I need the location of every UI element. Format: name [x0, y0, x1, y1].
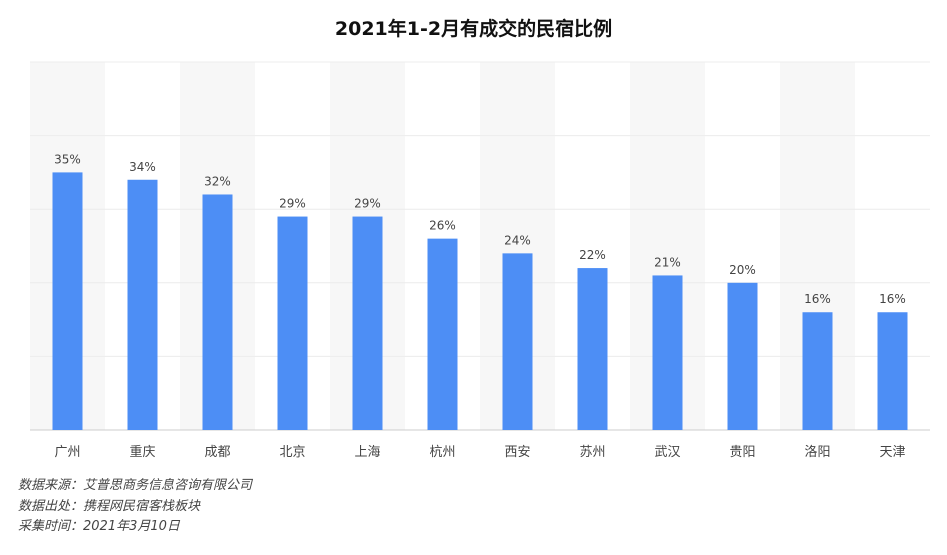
value-label: 29% — [279, 197, 306, 211]
x-tick-labels: 广州 重庆 成都 北京 上海 杭州 西安 苏州 武汉 贵阳 洛阳 天津 — [54, 444, 905, 460]
x-tick-label: 西安 — [504, 445, 530, 460]
x-tick-label: 贵阳 — [729, 445, 755, 460]
gridlines — [30, 61, 930, 357]
x-tick-label: 杭州 — [429, 445, 455, 460]
x-tick-label: 武汉 — [654, 445, 680, 460]
value-labels: 35% 34% 32% 29% 29% 26% 24% 22% 21% 20% 16% 16% — [54, 152, 906, 306]
value-label: 35% — [54, 152, 81, 166]
x-tick-label: 重庆 — [129, 444, 155, 460]
chart-title: 2021年1-2月有成交的民宿比例 — [334, 18, 613, 40]
bar-9 — [652, 275, 683, 430]
value-label: 20% — [729, 263, 756, 277]
bar-6 — [427, 238, 458, 430]
bar-5 — [352, 216, 383, 430]
x-tick-label: 天津 — [879, 445, 905, 460]
value-label: 32% — [204, 174, 231, 188]
bar-3 — [202, 194, 233, 430]
bar-4 — [277, 216, 308, 430]
value-label: 22% — [579, 248, 606, 262]
value-label: 29% — [354, 197, 381, 211]
value-label: 16% — [879, 292, 906, 306]
bar-8 — [577, 268, 608, 430]
bar-10 — [727, 282, 758, 430]
x-tick-label: 北京 — [279, 445, 305, 460]
source-note-collection-time: 采集时间：2021年3月10日 — [18, 519, 180, 534]
value-label: 24% — [504, 233, 531, 247]
x-tick-label: 洛阳 — [804, 445, 830, 460]
x-tick-label: 上海 — [354, 445, 380, 460]
value-label: 21% — [654, 255, 681, 269]
x-tick-label: 广州 — [54, 445, 80, 460]
source-note-data-origin: 数据出处：携程网民宿客栈板块 — [18, 499, 201, 514]
value-label: 34% — [129, 160, 156, 174]
value-label: 16% — [804, 292, 831, 306]
bar-1 — [52, 172, 83, 430]
bar-7 — [502, 253, 533, 430]
bar-12 — [877, 312, 908, 430]
source-note-data-source: 数据来源：艾普思商务信息咨询有限公司 — [18, 478, 253, 493]
value-label: 26% — [429, 219, 456, 233]
x-tick-label: 苏州 — [579, 444, 605, 460]
bar-2 — [127, 179, 158, 430]
x-tick-label: 成都 — [204, 445, 230, 460]
bar-11 — [802, 312, 833, 430]
bars — [52, 172, 908, 430]
